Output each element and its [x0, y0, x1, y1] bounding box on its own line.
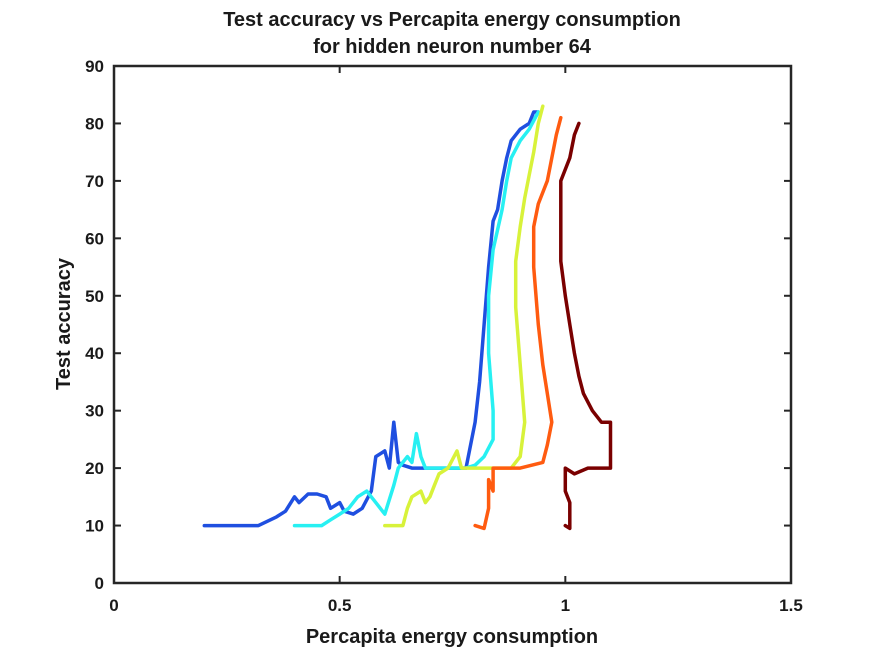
y-axis-label: Test accuracy: [53, 257, 75, 390]
y-tick-label-9: 90: [85, 57, 104, 76]
y-tick-label-3: 30: [85, 402, 104, 421]
series-line-2: [292, 110, 541, 528]
axes-box: [112, 64, 793, 585]
series-line-4: [473, 115, 563, 531]
x-tick-label-0: 0: [109, 596, 118, 615]
y-tick-label-5: 50: [85, 287, 104, 306]
y-tick-label-1: 10: [85, 517, 104, 536]
x-tick-label-2: 1: [561, 596, 570, 615]
x-tick-label-3: 1.5: [779, 596, 803, 615]
y-tick-label-6: 60: [85, 229, 104, 248]
y-tick-label-0: 0: [95, 574, 104, 593]
y-tick-label-7: 70: [85, 172, 104, 191]
y-tick-label-4: 40: [85, 344, 104, 363]
chart-title-line-1: Test accuracy vs Percapita energy consum…: [223, 9, 681, 31]
series-line-3: [383, 104, 545, 528]
series-line-5: [559, 121, 613, 531]
series-line-1: [202, 110, 541, 528]
y-tick-label-8: 80: [85, 114, 104, 133]
y-tick-label-2: 20: [85, 459, 104, 478]
chart-title-line-2: for hidden neuron number 64: [313, 36, 592, 58]
x-axis-label: Percapita energy consumption: [306, 626, 598, 648]
ticks-layer: 0 0.5 1 1.5 0 10 20 30 40 50 60 70 80 90: [85, 57, 803, 615]
series-layer: [202, 104, 613, 531]
x-tick-label-1: 0.5: [328, 596, 352, 615]
